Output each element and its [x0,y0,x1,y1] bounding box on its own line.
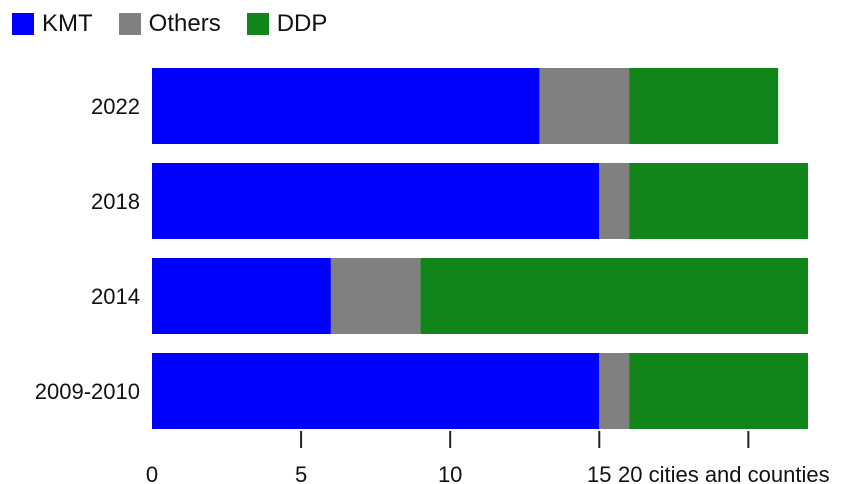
x-axis: 0 5 10 15 20 cities and counties [146,431,830,484]
legend-item-ddp: DDP [246,10,328,38]
category-label-2018: 2018 [91,189,140,214]
x-tick-label-0: 0 [146,462,158,484]
category-label-2014: 2014 [91,284,140,309]
x-tick-label-5: 5 [295,462,307,484]
bar-2022-others [539,68,630,144]
category-label-2009-2010: 2009-2010 [35,379,140,404]
x-axis-title: 20 cities and counties [618,462,830,484]
legend-label: Others [148,10,221,37]
legend-item-others: Others [118,10,221,38]
bar-2009-2010-ddp [629,353,808,429]
legend-label: DDP [276,10,328,37]
bar-2009-2010-others [599,353,630,429]
bar-2022-ddp [629,68,779,144]
x-tick-label-15: 15 [587,462,611,484]
bar-2022-kmt [152,68,540,144]
bar-2018-ddp [629,163,808,239]
bar-2018-others [599,163,630,239]
legend-label: KMT [42,10,93,37]
legend-swatch [246,13,269,35]
legend: KMT Others DDP [12,10,353,38]
legend-swatch [118,13,141,35]
bar-2014-ddp [420,258,808,334]
bar-2018-kmt [152,163,600,239]
bar-2014-kmt [152,258,331,334]
bars-group [152,68,808,429]
bar-2014-others [330,258,421,334]
x-tick-label-10: 10 [438,462,462,484]
legend-swatch [12,13,34,35]
category-label-2022: 2022 [91,94,140,119]
legend-item-kmt: KMT [12,10,93,38]
bar-2009-2010-kmt [152,353,600,429]
category-labels: 2022 2018 2014 2009-2010 [35,94,140,404]
